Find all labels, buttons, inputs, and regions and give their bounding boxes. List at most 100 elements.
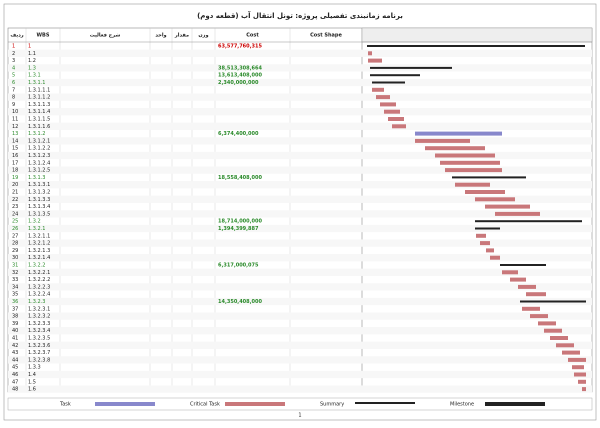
wbs: 1.3.1.3.5	[28, 211, 50, 217]
task-bar	[562, 350, 580, 355]
wbs: 1.3.2.3	[28, 299, 46, 305]
wbs: 1.3.1.2.3	[28, 153, 50, 159]
row-number: 22	[12, 197, 18, 203]
wbs: 1.3.2.3.1	[28, 306, 50, 312]
row-bg	[8, 122, 592, 130]
wbs: 1.3.2.3.3	[28, 321, 50, 327]
row-number: 30	[12, 255, 18, 261]
wbs: 1.3.2.1.3	[28, 248, 50, 254]
wbs: 1.3.1.1.3	[28, 102, 50, 108]
wbs: 1.3.2.3.7	[28, 350, 50, 356]
row-number: 26	[12, 226, 18, 232]
wbs: 1.3.1.1.1	[28, 87, 50, 93]
task-bar	[490, 255, 500, 260]
wbs: 1.3.2.3.8	[28, 357, 50, 363]
row-number: 46	[12, 372, 18, 378]
row-number: 34	[12, 284, 18, 290]
column-header: ردیف	[10, 33, 23, 39]
wbs: 1.5	[28, 379, 36, 385]
row-bg	[8, 327, 592, 335]
task-bar	[522, 306, 540, 311]
summary-bar	[367, 45, 585, 47]
row-bg	[8, 239, 592, 247]
row-bg	[8, 370, 592, 379]
column-header: Cost	[246, 33, 259, 39]
page-number: 1	[298, 413, 301, 419]
cost: 63,577,760,315	[218, 44, 262, 50]
wbs: 1.3.2.1.1	[28, 233, 50, 239]
summary-bar	[452, 176, 526, 179]
column-header: WBS	[37, 33, 50, 39]
row-number: 7	[12, 87, 15, 93]
wbs: 1.3.2	[28, 219, 41, 225]
row-bg	[8, 195, 592, 203]
task-bar	[384, 109, 400, 114]
wbs: 1.3.2.2.1	[28, 270, 50, 276]
column-header: Cost Shape	[310, 33, 342, 39]
legend-label: Milestone	[450, 402, 474, 408]
task-bar	[415, 138, 470, 143]
wbs: 1.4	[28, 372, 36, 378]
task-bar	[368, 51, 372, 56]
row-number: 45	[12, 365, 18, 371]
task-bar	[475, 197, 515, 202]
task-bar	[502, 270, 518, 275]
row-number: 32	[12, 270, 18, 276]
wbs: 1	[28, 44, 31, 50]
task-bar	[538, 321, 556, 326]
task-bar	[435, 153, 495, 158]
row-number: 37	[12, 306, 18, 312]
wbs: 1.3.2.3.6	[28, 343, 50, 349]
row-bg	[8, 297, 592, 306]
summary-bar	[500, 264, 546, 266]
task-bar	[440, 160, 500, 165]
row-number: 12	[12, 124, 18, 130]
wbs: 1.3.2.3.5	[28, 336, 50, 342]
wbs: 1.2	[28, 58, 36, 64]
wbs: 1.3.1.3.3	[28, 197, 50, 203]
summary-bar	[370, 74, 420, 77]
task-bar	[465, 190, 505, 194]
row-bg	[8, 312, 592, 320]
wbs: 1.3.2.2.4	[28, 292, 50, 298]
row-number: 27	[12, 233, 18, 239]
row-number: 23	[12, 204, 18, 210]
task-bar	[550, 336, 568, 340]
row-bg	[8, 64, 592, 72]
row-bg	[8, 283, 592, 291]
wbs: 1.3.1.3.2	[28, 190, 50, 196]
row-number: 24	[12, 211, 18, 217]
row-bg	[8, 254, 592, 262]
wbs: 1.3.1.1.2	[28, 95, 50, 101]
column-header: وزن	[198, 33, 208, 39]
title: برنامه زمانبندی تفصیلی پروژه: تونل انتقا…	[197, 11, 403, 20]
row-number: 40	[12, 328, 18, 334]
row-number: 11	[12, 117, 18, 123]
task-bar	[380, 102, 396, 107]
task-bar	[476, 233, 486, 238]
wbs: 1.3.1.2.2	[28, 146, 50, 152]
row-bg	[8, 108, 592, 116]
task-bar	[376, 95, 390, 100]
wbs: 1.3.2.1.2	[28, 241, 50, 247]
task-bar	[526, 292, 546, 297]
task-bar	[495, 211, 540, 216]
cost: 14,350,408,000	[218, 299, 262, 305]
wbs: 1.3.2.3.4	[28, 328, 50, 334]
task-bar	[572, 365, 584, 370]
row-number: 6	[12, 80, 15, 86]
wbs: 1.3.1.3.4	[28, 204, 50, 210]
row-bg	[8, 181, 592, 189]
cost: 38,513,308,664	[218, 65, 262, 71]
cost: 13,613,408,000	[218, 73, 262, 79]
wbs: 1.3.2.1.4	[28, 255, 50, 261]
row-number: 28	[12, 241, 18, 247]
column-header: مقدار	[174, 33, 189, 39]
task-bar	[578, 379, 586, 384]
wbs: 1.3.2.2	[28, 263, 46, 269]
wbs: 1.3.2.2.2	[28, 277, 50, 283]
wbs: 1.3.2.1	[28, 226, 46, 232]
row-number: 36	[12, 299, 18, 305]
row-bg	[8, 224, 592, 233]
